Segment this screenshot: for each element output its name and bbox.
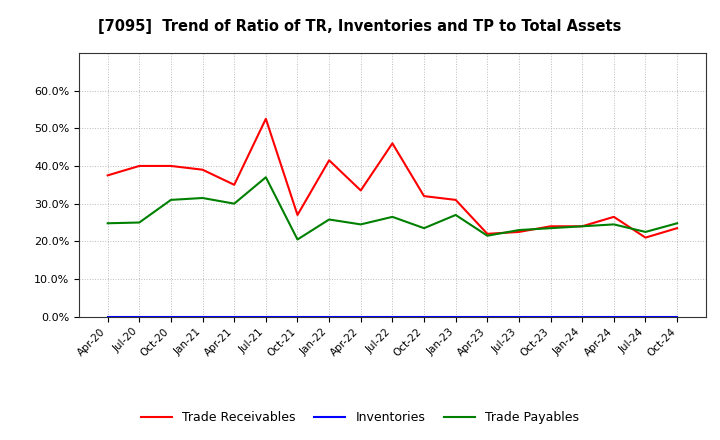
Trade Payables [230,201,238,206]
Trade Payables [546,226,555,231]
Trade Payables [578,224,587,229]
Trade Receivables [388,141,397,146]
Trade Receivables [483,231,492,236]
Line: Trade Receivables: Trade Receivables [108,119,677,238]
Trade Payables [483,233,492,238]
Trade Receivables [104,173,112,178]
Inventories [293,314,302,319]
Trade Payables [261,175,270,180]
Inventories [451,314,460,319]
Inventories [230,314,238,319]
Inventories [388,314,397,319]
Trade Receivables [610,214,618,220]
Trade Payables [135,220,143,225]
Trade Payables [104,220,112,226]
Inventories [642,314,650,319]
Trade Payables [198,195,207,201]
Trade Payables [451,213,460,218]
Inventories [325,314,333,319]
Trade Payables [610,222,618,227]
Trade Receivables [166,163,175,169]
Inventories [166,314,175,319]
Trade Payables [293,237,302,242]
Trade Receivables [135,163,143,169]
Line: Trade Payables: Trade Payables [108,177,677,239]
Trade Payables [515,227,523,233]
Inventories [578,314,587,319]
Inventories [515,314,523,319]
Trade Payables [325,217,333,222]
Inventories [135,314,143,319]
Trade Payables [388,214,397,220]
Trade Receivables [325,158,333,163]
Inventories [672,314,681,319]
Trade Receivables [642,235,650,240]
Inventories [356,314,365,319]
Trade Payables [672,220,681,226]
Trade Receivables [420,194,428,199]
Trade Receivables [198,167,207,172]
Trade Receivables [672,226,681,231]
Trade Payables [642,229,650,235]
Text: [7095]  Trend of Ratio of TR, Inventories and TP to Total Assets: [7095] Trend of Ratio of TR, Inventories… [99,19,621,34]
Legend: Trade Receivables, Inventories, Trade Payables: Trade Receivables, Inventories, Trade Pa… [135,407,585,429]
Trade Payables [420,226,428,231]
Inventories [261,314,270,319]
Inventories [483,314,492,319]
Trade Receivables [515,229,523,235]
Inventories [198,314,207,319]
Trade Receivables [230,182,238,187]
Inventories [610,314,618,319]
Inventories [546,314,555,319]
Trade Payables [166,197,175,202]
Trade Receivables [261,116,270,121]
Trade Receivables [451,197,460,202]
Inventories [420,314,428,319]
Trade Payables [356,222,365,227]
Inventories [104,314,112,319]
Trade Receivables [546,224,555,229]
Trade Receivables [356,188,365,193]
Trade Receivables [293,213,302,218]
Trade Receivables [578,224,587,229]
